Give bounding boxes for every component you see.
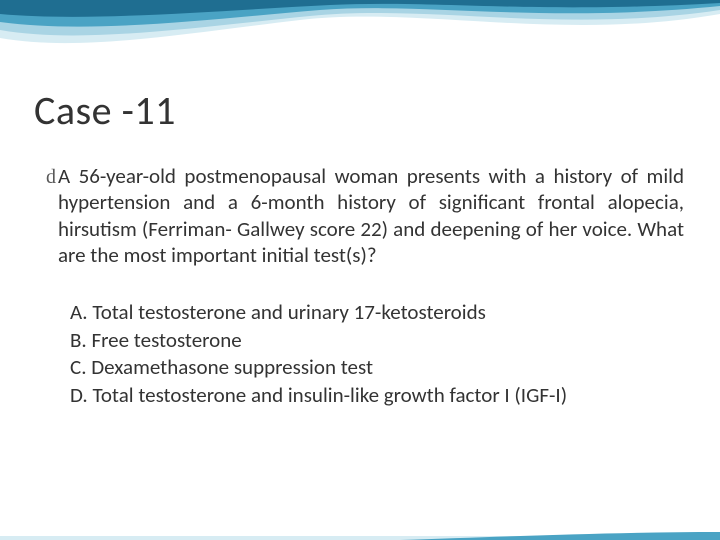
slide: Case -11 d A 56-year-old postmenopausal … bbox=[0, 0, 720, 540]
bottom-accent bbox=[0, 530, 720, 540]
option-a: A. Total testosterone and urinary 17-ket… bbox=[70, 299, 684, 327]
wave-dark bbox=[0, 0, 720, 17]
question-text: A 56-year-old postmenopausal woman prese… bbox=[58, 163, 684, 269]
bullet-icon: d bbox=[46, 163, 56, 191]
wave-mid bbox=[0, 0, 720, 27]
wave-light bbox=[0, 0, 720, 35]
option-d: D. Total testosterone and insulin-like g… bbox=[70, 382, 684, 410]
question-row: d A 56-year-old postmenopausal woman pre… bbox=[46, 163, 684, 269]
wave-decoration bbox=[0, 0, 720, 60]
option-b: B. Free testosterone bbox=[70, 327, 684, 355]
options-list: A. Total testosterone and urinary 17-ket… bbox=[70, 299, 684, 410]
slide-title: Case -11 bbox=[34, 86, 176, 135]
option-c: C. Dexamethasone suppression test bbox=[70, 354, 684, 382]
wave-pale bbox=[0, 0, 720, 43]
slide-body: d A 56-year-old postmenopausal woman pre… bbox=[46, 163, 684, 410]
